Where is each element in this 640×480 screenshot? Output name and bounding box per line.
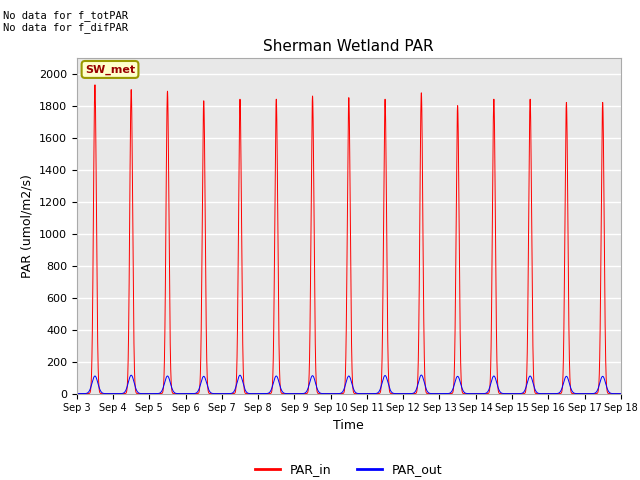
Title: Sherman Wetland PAR: Sherman Wetland PAR bbox=[264, 39, 434, 54]
Legend: PAR_in, PAR_out: PAR_in, PAR_out bbox=[250, 458, 447, 480]
Text: No data for f_totPAR
No data for f_difPAR: No data for f_totPAR No data for f_difPA… bbox=[3, 10, 128, 33]
X-axis label: Time: Time bbox=[333, 419, 364, 432]
Text: SW_met: SW_met bbox=[85, 64, 135, 74]
Y-axis label: PAR (umol/m2/s): PAR (umol/m2/s) bbox=[20, 174, 33, 277]
